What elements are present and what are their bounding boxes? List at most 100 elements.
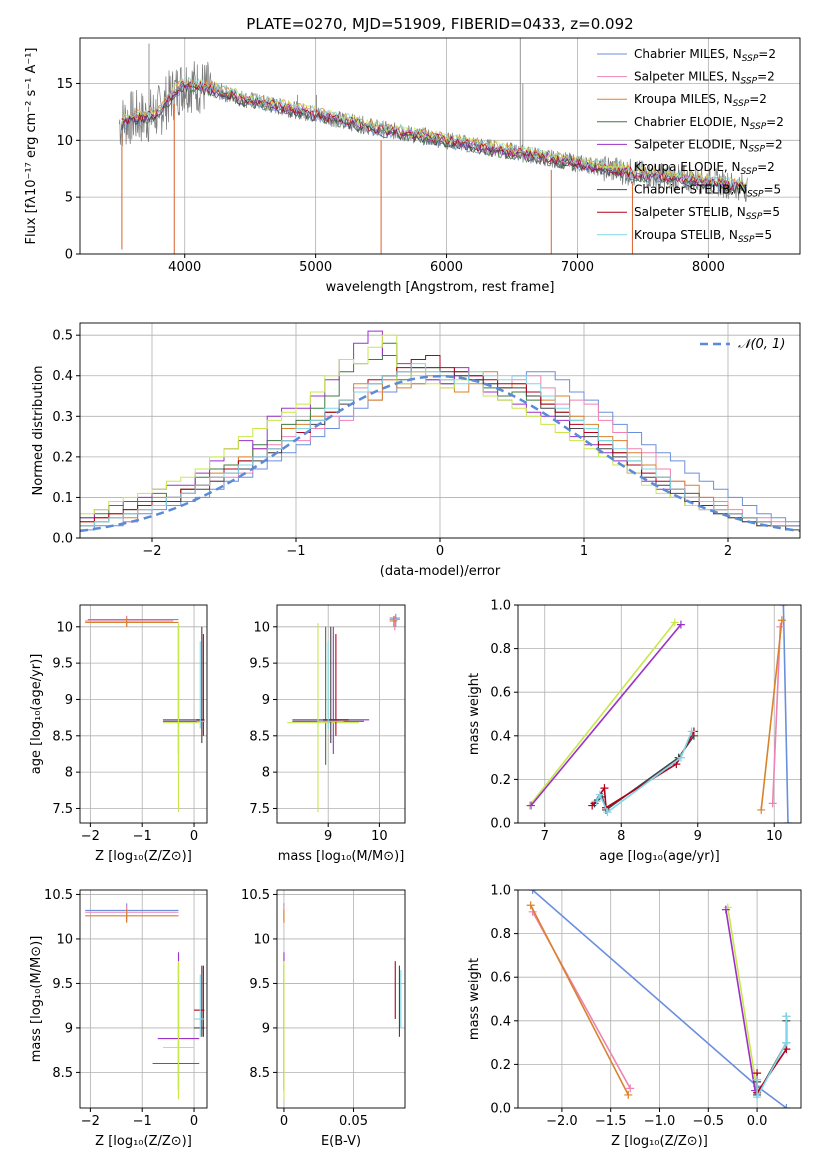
y-tick-label: 8 xyxy=(65,766,73,781)
y-tick-label: 0.3 xyxy=(52,410,73,425)
panel-mass_weight_vs_Z: −2.0 −1.5 −1.0 −0.5 0.0 0.0 0.2 0.4 0.6 0.8 1.0 Z [… xyxy=(467,884,802,1149)
legend-count: =2 xyxy=(765,137,783,151)
y-tick-label: 0.1 xyxy=(52,491,73,506)
x-tick-label: 0.05 xyxy=(339,1114,368,1129)
y-tick-label: 0 xyxy=(65,248,73,263)
y-tick-label: 9.5 xyxy=(52,977,73,992)
y-tick-label: 1.0 xyxy=(490,599,511,614)
errorbar-point xyxy=(85,909,179,923)
gridlines xyxy=(80,605,207,823)
plot-area xyxy=(80,330,800,533)
legend-label: Salpeter MILES, NSSP=2 xyxy=(634,70,775,87)
x-tick-label: −0.5 xyxy=(693,1114,725,1129)
plot-area xyxy=(85,903,205,1100)
weight-marker xyxy=(757,805,766,814)
y-axis-label: age [log₁₀(age/yr)] xyxy=(29,654,44,775)
legend-count: =2 xyxy=(766,115,784,129)
legend-subscript: SSP xyxy=(738,235,755,245)
x-axis-label: E(B-V) xyxy=(321,1134,361,1149)
x-axis-label: age [log₁₀(age/yr)] xyxy=(599,849,720,864)
weight-marker xyxy=(603,808,612,817)
axes-frame xyxy=(79,889,208,1109)
legend-subscript: SSP xyxy=(741,167,758,177)
weight-line xyxy=(756,1016,788,1098)
x-tick-label: 4000 xyxy=(168,260,201,275)
weight-marker xyxy=(687,727,696,736)
legend: 𝒩(0, 1) xyxy=(700,337,785,352)
panel-age_vs_Z: −2 −1 0 7.5 8 8.5 9 9.5 10 Z [log₁₀(Z/Z⊙)] age [lo… xyxy=(29,604,208,864)
y-tick-label: 0.4 xyxy=(490,1014,511,1029)
y-tick-label: 10 xyxy=(56,932,73,947)
x-tick-label: 10 xyxy=(766,829,783,844)
y-axis-label: mass weight xyxy=(467,673,482,755)
weight-marker xyxy=(670,618,679,627)
y-tick-label: 10 xyxy=(56,134,73,149)
weight-marker xyxy=(595,790,604,799)
y-tick-label: 10 xyxy=(253,932,270,947)
x-tick-label: −1.5 xyxy=(595,1114,627,1129)
x-tick-label: −1 xyxy=(133,1114,152,1129)
legend: Chabrier MILES, NSSP=2 Salpeter MILES, NS… xyxy=(597,47,784,245)
y-axis-label: Normed distribution xyxy=(31,366,46,496)
panel-spectrum: 4000 5000 6000 7000 8000 0 5 10 15 wavelength [An… xyxy=(24,37,801,295)
x-tick-label: −2 xyxy=(142,544,161,559)
panel-mass_vs_Z: −2 −1 0 8.5 9 9.5 10 10.5 Z [log₁₀(Z/Z⊙)] mass [l… xyxy=(29,888,208,1149)
x-tick-label: −1 xyxy=(286,544,305,559)
weight-marker xyxy=(600,784,609,793)
model-spectrum xyxy=(121,78,747,188)
x-tick-label: −1.0 xyxy=(644,1114,676,1129)
plot-area xyxy=(525,605,792,823)
model-spectrum xyxy=(121,81,747,191)
y-tick-label: 0.6 xyxy=(490,686,511,701)
errorbar-point xyxy=(389,615,398,627)
legend-label: 𝒩(0, 1) xyxy=(738,337,785,352)
legend-count: =5 xyxy=(762,205,780,219)
weight-marker xyxy=(782,1012,791,1021)
weight-marker xyxy=(624,1090,633,1099)
weight-marker xyxy=(588,801,597,810)
weight-line xyxy=(727,907,758,1091)
plot-area xyxy=(287,613,400,813)
model-spectrum xyxy=(121,82,747,196)
errorbar-point xyxy=(162,961,195,1100)
legend-count: =2 xyxy=(749,92,767,106)
x-tick-label: 8000 xyxy=(692,260,725,275)
y-tick-label: 8.5 xyxy=(52,729,73,744)
y-tick-label: 0.0 xyxy=(490,817,511,832)
y-tick-label: 1.0 xyxy=(490,884,511,899)
weight-marker xyxy=(753,1075,762,1084)
x-tick-label: 9 xyxy=(694,829,702,844)
weight-marker xyxy=(526,901,535,910)
x-tick-label: 2 xyxy=(724,544,732,559)
x-tick-label: 0 xyxy=(190,1114,198,1129)
weight-line xyxy=(760,620,783,810)
y-tick-label: 0.8 xyxy=(490,927,511,942)
weight-marker xyxy=(777,616,786,625)
axes-frame xyxy=(79,604,208,824)
errorbar-point xyxy=(196,641,205,729)
weight-marker xyxy=(783,819,792,823)
y-tick-label: 10 xyxy=(253,620,270,635)
model-spectrum xyxy=(121,80,747,191)
y-tick-label: 9 xyxy=(65,1021,73,1036)
errorbar-point xyxy=(194,974,205,1037)
y-tick-label: 10.5 xyxy=(241,888,270,903)
legend-label: Salpeter STELIB, NSSP=5 xyxy=(634,205,780,222)
x-axis-label: wavelength [Angstrom, rest frame] xyxy=(326,280,555,295)
weight-marker xyxy=(768,799,777,808)
panel-mass_vs_EBV: 0 0.05 8.5 9 9.5 10 10.5 E(B-V) xyxy=(241,888,406,1149)
x-tick-label: 0 xyxy=(280,1114,288,1129)
figure-title: PLATE=0270, MJD=51909, FIBERID=0433, z=0… xyxy=(246,15,633,33)
legend-subscript: SSP xyxy=(746,212,763,222)
x-tick-label: 9 xyxy=(324,829,332,844)
y-tick-label: 0.0 xyxy=(490,1102,511,1117)
axes-frame xyxy=(276,889,406,1109)
legend-subscript: SSP xyxy=(750,122,767,132)
x-tick-label: 5000 xyxy=(299,260,332,275)
weight-marker xyxy=(779,605,788,609)
x-axis-label: Z [log₁₀(Z/Z⊙)] xyxy=(611,1134,708,1149)
x-tick-label: −1 xyxy=(133,829,152,844)
x-tick-label: −2 xyxy=(81,1114,100,1129)
axes-frame xyxy=(79,37,801,255)
